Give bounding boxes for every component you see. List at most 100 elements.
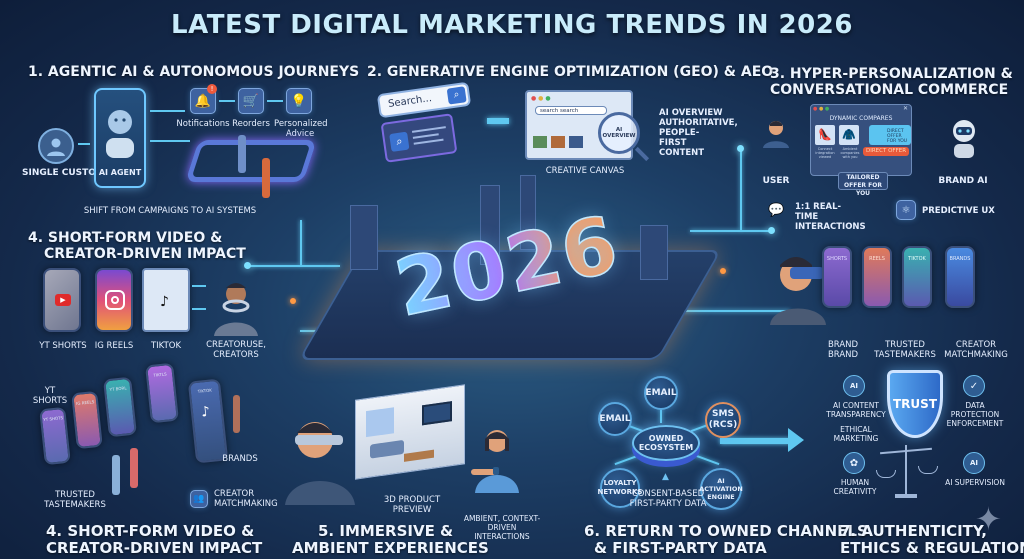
phone-label: TIKTOK	[197, 387, 213, 394]
section4-bottom-heading-line1: 4. SHORT-FORM VIDEO &	[46, 522, 255, 540]
notifications-step[interactable]: 🔔	[190, 88, 216, 114]
yt-shorts-label: YT SHORTS	[39, 341, 87, 351]
node-sms[interactable]: SMS (RCS)	[705, 402, 741, 438]
section1-caption: SHIFT FROM CAMPAIGNS TO AI SYSTEMS	[83, 206, 257, 216]
browser-search-field[interactable]: search search	[535, 106, 607, 115]
direct-offer-text: DIRECT OFFER FOR YOU	[887, 129, 908, 144]
search-bar[interactable]: Search... ⌕	[376, 81, 472, 119]
building	[350, 205, 378, 270]
vr-headset-person-icon	[770, 257, 826, 325]
brand-label: BRAND BRAND	[827, 340, 859, 360]
consent-data-label: CONSENT-BASED FIRST-PARTY DATA	[629, 489, 707, 509]
scale-pan	[918, 466, 938, 474]
flow-line	[150, 110, 185, 112]
human-creativity-icon: ✿	[843, 452, 865, 474]
node-ai-activation[interactable]: AI ACTIVATION ENGINE	[699, 468, 743, 510]
bell-icon: 🔔	[194, 93, 212, 109]
ai-overview-label: AI OVERVIEW	[602, 127, 636, 139]
phone-tiktok-3[interactable]: TIKTOK ♪	[187, 378, 229, 464]
jacket-product[interactable]: 🧥	[839, 125, 859, 145]
person-icon	[47, 138, 65, 156]
tv	[422, 401, 452, 426]
section7-heading-line1: 7. AUTHENTICITY,	[840, 522, 987, 540]
jacket-icon: 🧥	[842, 128, 856, 141]
arrow	[267, 100, 283, 102]
node-dot	[720, 268, 726, 274]
building	[640, 225, 668, 280]
youtube-play-icon: ▶	[55, 294, 71, 306]
section4-top-heading-line1: 4. SHORT-FORM VIDEO &	[28, 230, 223, 246]
phone-label: TIKTOK	[908, 256, 926, 262]
arrow-to-section7	[720, 438, 790, 444]
person-smartwatch-icon	[471, 430, 519, 493]
shoe-product[interactable]: 👠	[815, 125, 835, 145]
search-icon[interactable]: ⌕	[446, 86, 467, 105]
phone-shorts[interactable]: SHORTS	[822, 246, 852, 308]
phone-tiktok-2[interactable]: TIKTLS	[145, 362, 179, 424]
feature-realtime: 1:1 REAL-TIME INTERACTIONS	[795, 202, 866, 232]
node-loyalty[interactable]: LOYALTY NETWORKS	[598, 468, 642, 508]
hand-lightbulb-icon: 💡	[290, 93, 308, 109]
phone-yt-2[interactable]: YT BORL	[103, 376, 137, 438]
circuit-line	[740, 150, 742, 230]
direct-offer-button[interactable]: DIRECT OFFER	[863, 147, 909, 156]
section3-heading-line2: CONVERSATIONAL COMMERCE	[770, 82, 1009, 98]
ai-agent-card[interactable]: AI AGENT	[94, 88, 146, 188]
reorders-step[interactable]: 🛒	[238, 88, 264, 114]
creator-person-icon	[214, 283, 258, 336]
magnifier-icon: ⌕	[389, 131, 410, 152]
personalized-advice-step[interactable]: 💡	[286, 88, 312, 114]
phone-yt[interactable]: YT SHOTS	[39, 406, 71, 466]
predictive-ux-icon: ⚛	[896, 200, 916, 220]
customer-label: SINGLE CUSTOMER	[22, 168, 118, 178]
window-controls: ● ● ●	[813, 106, 830, 112]
ai-content-transparency: AI CONTENT TRANSPARENCY	[826, 401, 886, 419]
vr-headset-person-icon	[285, 422, 355, 505]
arrow-up-icon: ▲	[662, 472, 669, 482]
shoe-icon: 👠	[818, 128, 832, 141]
user-label: USER	[762, 176, 790, 186]
phone-label: YT SHOTS	[43, 415, 64, 423]
section5-heading-line1: 5. IMMERSIVE &	[318, 522, 454, 540]
ai-agent-label: AI AGENT	[98, 168, 142, 177]
section6-heading-line1: 6. RETURN TO OWNED CHANNELS	[584, 522, 868, 540]
connector	[690, 452, 720, 466]
phone-reels[interactable]: REELS	[862, 246, 892, 308]
tailored-offer-badge: TAILORED OFFER FOR YOU	[838, 172, 888, 197]
phone-label: BRANDS	[949, 256, 971, 262]
yt-shorts-phone[interactable]: ▶	[43, 268, 81, 332]
arrow-head	[788, 428, 804, 452]
phone-ig[interactable]: IG REELS	[71, 390, 103, 450]
instagram-icon	[105, 290, 125, 310]
phone-label: REELS	[869, 256, 885, 262]
circuit-line	[690, 230, 770, 232]
sofa	[370, 439, 404, 459]
3d-preview-label: 3D PRODUCT PREVIEW	[383, 495, 441, 515]
direct-offer-card[interactable]: DIRECT OFFER FOR YOU	[869, 125, 911, 145]
section7-heading-line2: ETHICS & REGULATION	[840, 539, 1024, 557]
person-figure	[112, 455, 120, 495]
ig-reels-phone[interactable]	[95, 268, 133, 332]
search-input[interactable]: Search...	[387, 92, 433, 110]
brand-ai-label: BRAND AI	[938, 176, 988, 186]
ethical-marketing: ETHICAL MARKETING	[833, 425, 879, 443]
node-email-top[interactable]: EMAIL	[644, 376, 678, 410]
node-email-left[interactable]: EMAIL	[598, 402, 632, 436]
close-icon[interactable]: ✕	[902, 105, 908, 112]
vr-user-2	[285, 405, 365, 505]
tiktok-label: TIKTOK	[150, 341, 182, 351]
window	[366, 407, 394, 438]
window-controls: ● ● ●	[531, 95, 551, 102]
ambient-label: AMBIENT, CONTEXT-DRIVEN INTERACTIONS	[463, 514, 541, 541]
phone-brands[interactable]: BRANDS	[945, 246, 975, 308]
arrow-right	[487, 118, 509, 124]
3d-room-preview[interactable]	[355, 384, 465, 480]
owned-ecosystem-hub[interactable]: OWNED ECOSYSTEM	[632, 425, 700, 461]
feature-predictive: PREDICTIVE UX	[922, 206, 995, 216]
phone-tiktok[interactable]: TIKTOK	[902, 246, 932, 308]
panel-title: DYNAMIC COMPARES	[829, 115, 893, 122]
ai-supervision: AI SUPERVISION	[945, 478, 1005, 487]
section2-side-text: AI OVERVIEW AUTHORITATIVE, PEOPLE-FIRST …	[659, 108, 738, 158]
section2-caption: CREATIVE CANVAS	[545, 166, 625, 176]
tiktok-phone[interactable]: ♪	[142, 268, 190, 332]
